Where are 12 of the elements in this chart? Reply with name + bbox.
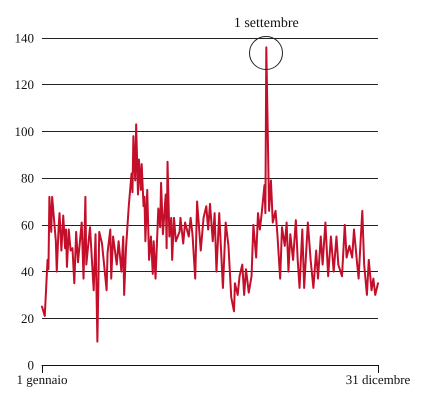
y-tick-label: 40	[21, 264, 34, 280]
y-tick-label: 140	[14, 30, 34, 46]
y-tick-label: 100	[14, 124, 34, 139]
y-tick-label: 20	[21, 310, 34, 326]
annotation: 1 settembre	[234, 16, 299, 32]
y-tick-label: 0	[28, 358, 34, 372]
line-series	[41, 46, 379, 343]
x-tick-label: 31 dicembre	[346, 372, 411, 387]
x-tick-label: 1 gennaio	[16, 372, 68, 387]
y-tick-label: 120	[14, 77, 34, 92]
y-tick-label: 60	[21, 217, 34, 232]
y-tick-label: 80	[21, 170, 34, 186]
